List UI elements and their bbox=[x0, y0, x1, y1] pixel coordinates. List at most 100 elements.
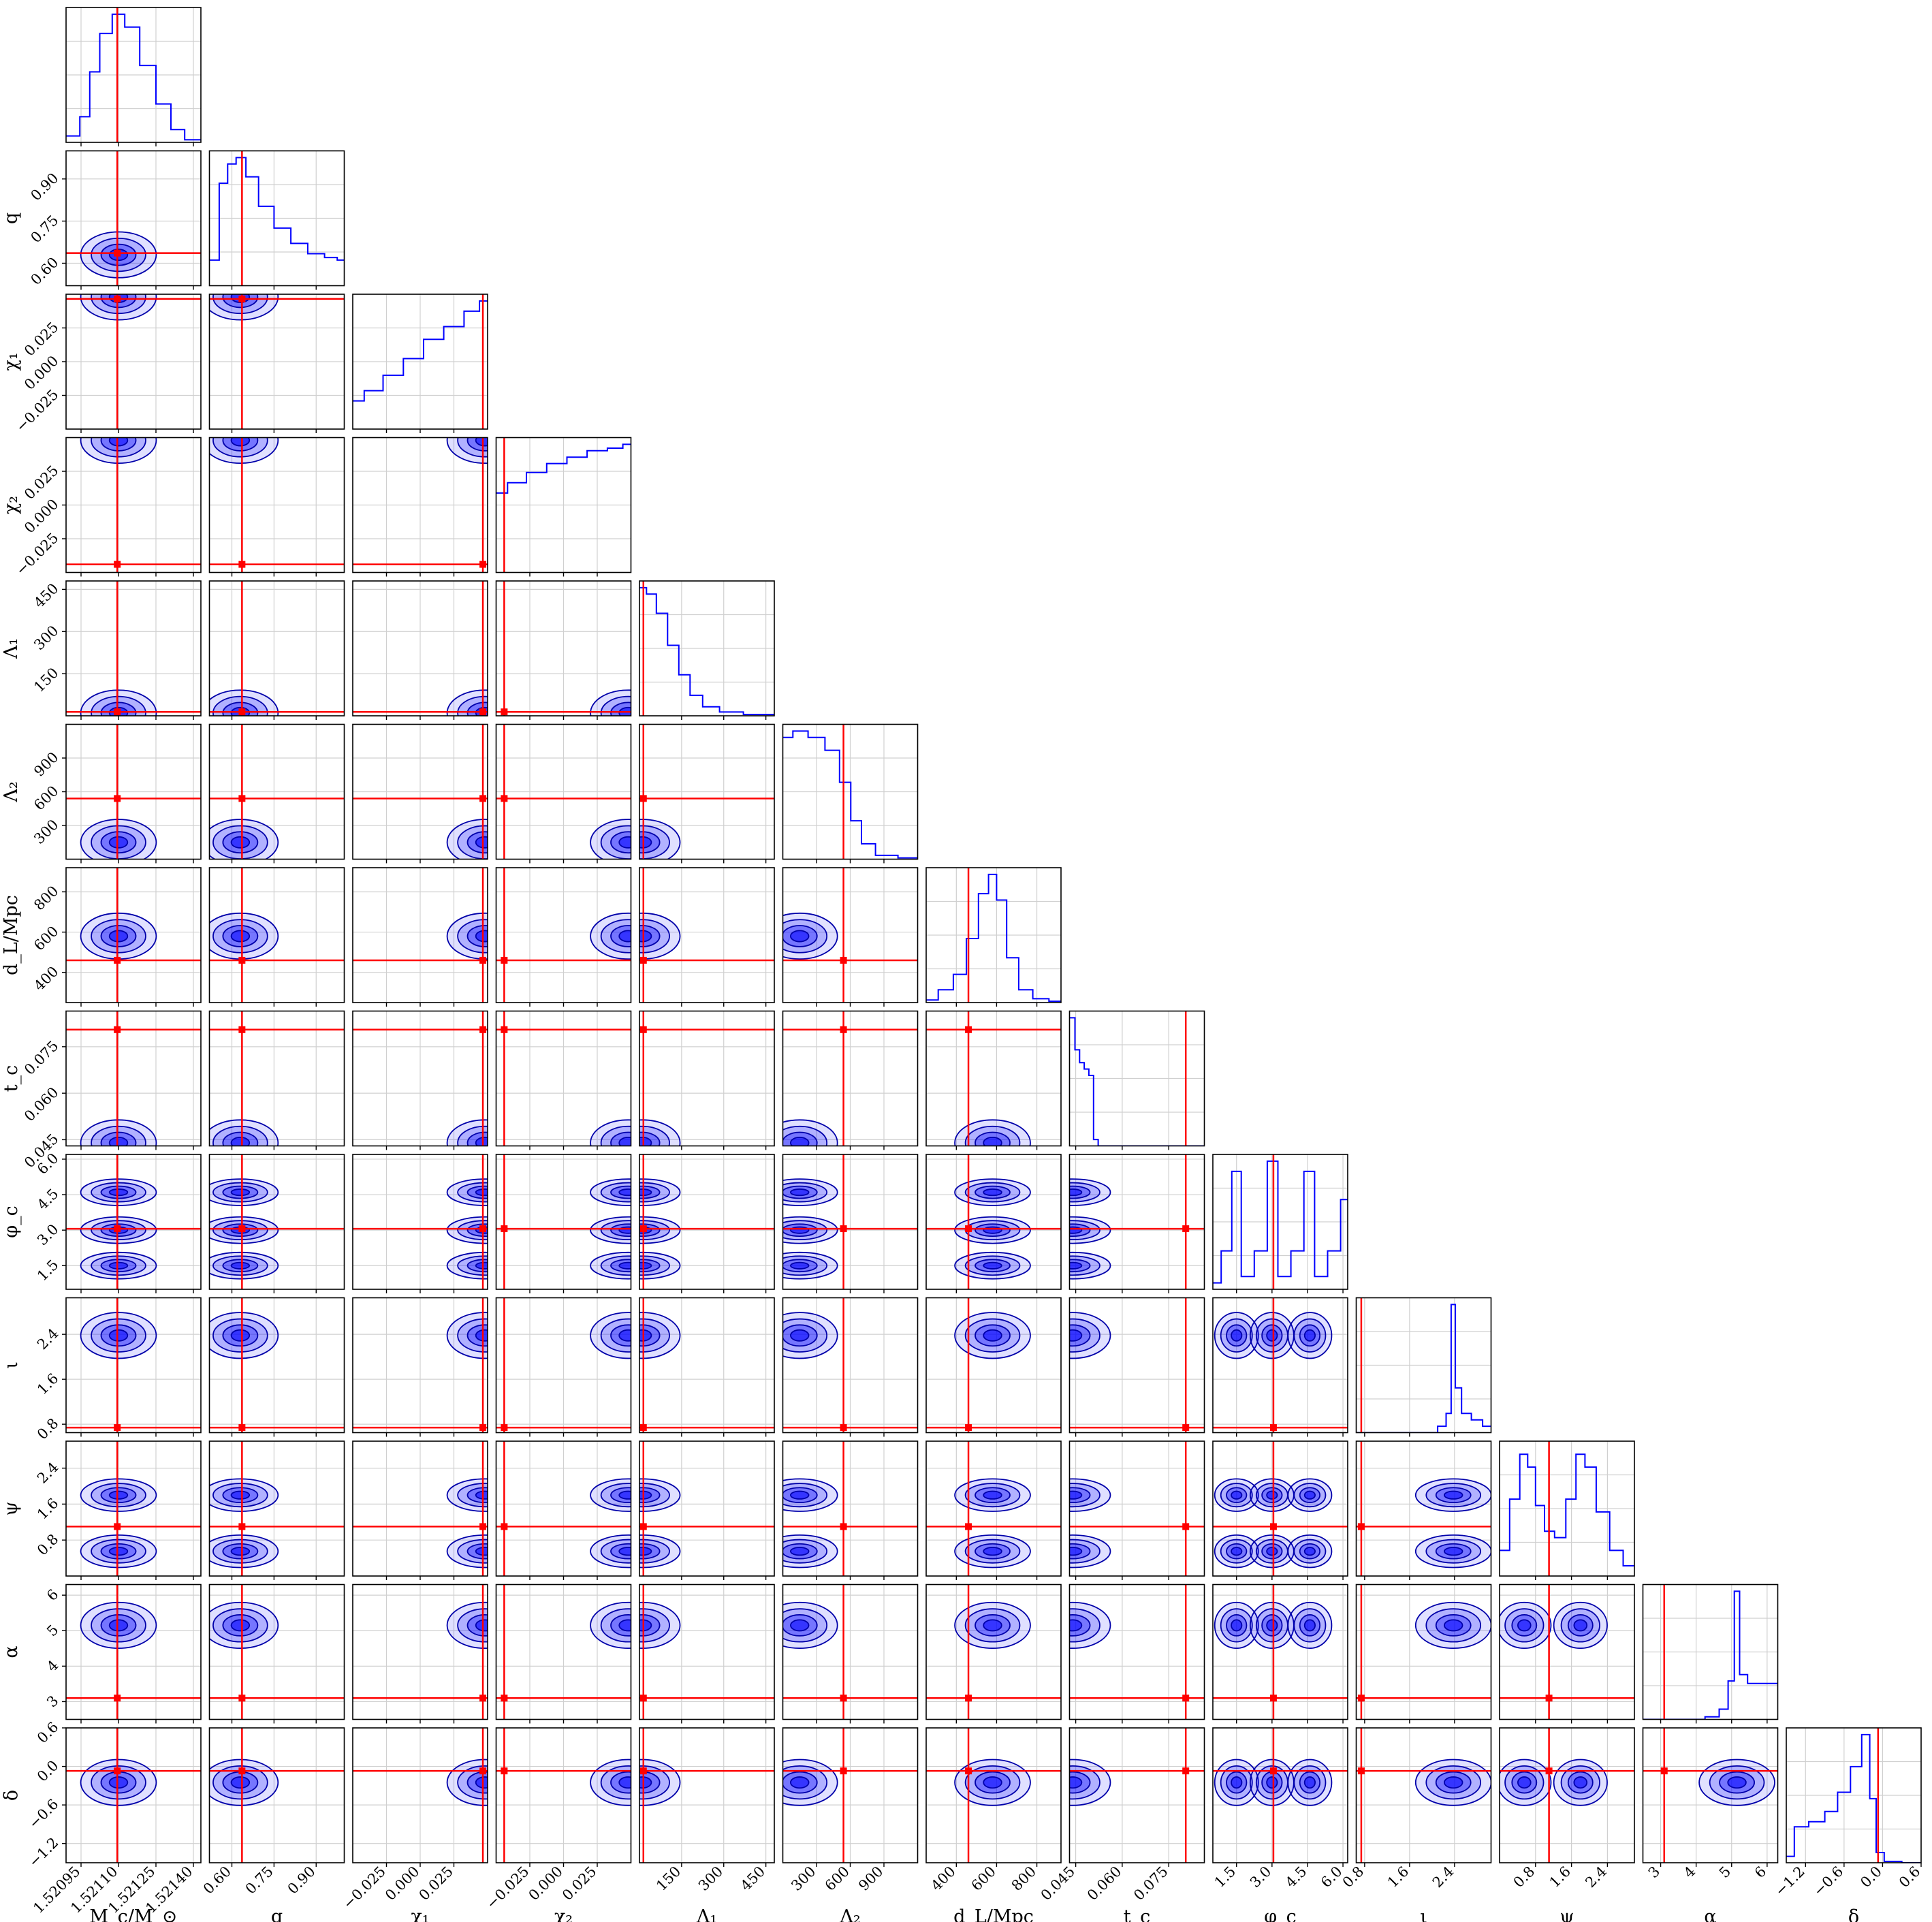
x-tick-label: 0.000 bbox=[382, 1863, 422, 1904]
panel-9-3 bbox=[495, 1297, 632, 1437]
panel-frame bbox=[65, 7, 202, 143]
panel-frame bbox=[208, 150, 345, 287]
contour-level bbox=[790, 930, 810, 943]
x-tick-label: 4.5 bbox=[1282, 1863, 1310, 1891]
contour-level bbox=[1069, 1490, 1083, 1500]
panel-content bbox=[639, 581, 774, 716]
contour-level bbox=[230, 1490, 251, 1500]
panel-content bbox=[66, 151, 201, 286]
contour-level bbox=[639, 1318, 670, 1353]
panel-7-3 bbox=[495, 1010, 632, 1150]
panel-content bbox=[496, 1011, 631, 1146]
injected-point bbox=[501, 1695, 508, 1702]
contour-level bbox=[639, 1136, 652, 1146]
contour-level bbox=[1517, 1776, 1532, 1789]
panel-0-0 bbox=[65, 7, 202, 146]
contour-level bbox=[1069, 1318, 1100, 1353]
contour-level bbox=[618, 1261, 631, 1270]
contour-level bbox=[475, 836, 488, 849]
panel-frame bbox=[208, 294, 345, 430]
panel-10-1 bbox=[208, 1440, 345, 1580]
histogram-1 bbox=[209, 157, 345, 261]
injected-point bbox=[114, 1523, 121, 1530]
contour-level bbox=[1069, 1220, 1100, 1241]
panel-frame bbox=[639, 1010, 775, 1147]
contour-level bbox=[782, 1251, 838, 1280]
panel-frame bbox=[1068, 1440, 1205, 1577]
x-tick-label: 0.6 bbox=[1896, 1863, 1924, 1891]
panel-10-8 bbox=[1212, 1440, 1348, 1580]
injected-point bbox=[840, 1523, 847, 1530]
panel-frame bbox=[208, 1010, 345, 1147]
histogram-3 bbox=[496, 443, 631, 494]
panel-8-5 bbox=[782, 1154, 919, 1293]
histogram-9 bbox=[1356, 1304, 1491, 1433]
panel-content bbox=[782, 724, 918, 860]
injected-point bbox=[501, 1767, 508, 1775]
panel-frame bbox=[1499, 1440, 1635, 1577]
panel-content bbox=[353, 1297, 488, 1433]
contour-level bbox=[230, 930, 251, 943]
injected-point bbox=[501, 1424, 508, 1432]
injected-point bbox=[114, 795, 121, 802]
y-tick-label: 0.6 bbox=[34, 1719, 62, 1747]
injected-point bbox=[639, 1767, 647, 1775]
contour-level bbox=[983, 1547, 1002, 1556]
panel-content bbox=[1069, 1441, 1205, 1576]
contour-level bbox=[1444, 1490, 1463, 1500]
histogram-2 bbox=[353, 300, 488, 402]
y-tick-label: 300 bbox=[31, 817, 61, 847]
panel-frame bbox=[65, 580, 202, 716]
panel-content bbox=[209, 1297, 345, 1433]
panel-8-2 bbox=[352, 1154, 488, 1293]
panel-11-8 bbox=[1212, 1584, 1348, 1724]
panel-6-0: 400 600 800 d_L/Mpc bbox=[1, 867, 202, 1007]
panel-content bbox=[1213, 1728, 1348, 1863]
panel-7-5 bbox=[782, 1010, 919, 1150]
panel-frame bbox=[208, 437, 345, 573]
injected-point bbox=[114, 1424, 121, 1432]
panel-frame bbox=[925, 1727, 1062, 1863]
x-tick-label: 0.60 bbox=[200, 1863, 234, 1897]
injected-point bbox=[840, 1225, 847, 1233]
contour-level bbox=[475, 1776, 488, 1789]
contour-level bbox=[618, 706, 631, 716]
panel-content bbox=[209, 294, 345, 429]
contour-level bbox=[639, 836, 652, 849]
injected-point bbox=[965, 1523, 972, 1530]
histogram-5 bbox=[782, 730, 918, 859]
injected-point bbox=[639, 956, 647, 964]
contour-level bbox=[600, 1220, 631, 1241]
panel-6-1 bbox=[208, 867, 345, 1007]
panel-content bbox=[639, 1297, 774, 1433]
contour-level bbox=[983, 1619, 1002, 1632]
panel-frame bbox=[1068, 1154, 1205, 1290]
panel-content bbox=[353, 437, 488, 573]
panel-frame bbox=[639, 1727, 775, 1863]
panel-frame bbox=[65, 1440, 202, 1577]
contour-level bbox=[639, 919, 670, 954]
injected-point bbox=[1182, 1225, 1190, 1233]
y-axis-label-10: ψ bbox=[1, 1501, 22, 1515]
contour-level bbox=[1444, 1547, 1463, 1556]
histogram-0 bbox=[66, 13, 201, 141]
contour-level bbox=[782, 1601, 838, 1649]
injected-point bbox=[965, 1225, 972, 1233]
x-tick-label: 150 bbox=[653, 1863, 684, 1894]
histogram-4 bbox=[639, 586, 774, 716]
panel-content bbox=[1069, 1728, 1205, 1863]
contour-level bbox=[639, 1255, 670, 1276]
panel-content bbox=[496, 1584, 631, 1720]
contour-level bbox=[446, 819, 488, 860]
contour-level bbox=[590, 819, 631, 860]
panel-10-0: 0.8 1.6 2.4 ψ bbox=[1, 1440, 202, 1580]
contour-level bbox=[475, 1261, 488, 1270]
contour-level bbox=[230, 1329, 251, 1342]
x-tick-label: 3.0 bbox=[1247, 1863, 1275, 1891]
panel-content bbox=[1069, 1154, 1205, 1289]
panel-3-1 bbox=[208, 437, 345, 577]
panel-frame bbox=[1068, 1727, 1205, 1863]
injected-point bbox=[479, 956, 487, 964]
panel-content bbox=[926, 1584, 1061, 1720]
